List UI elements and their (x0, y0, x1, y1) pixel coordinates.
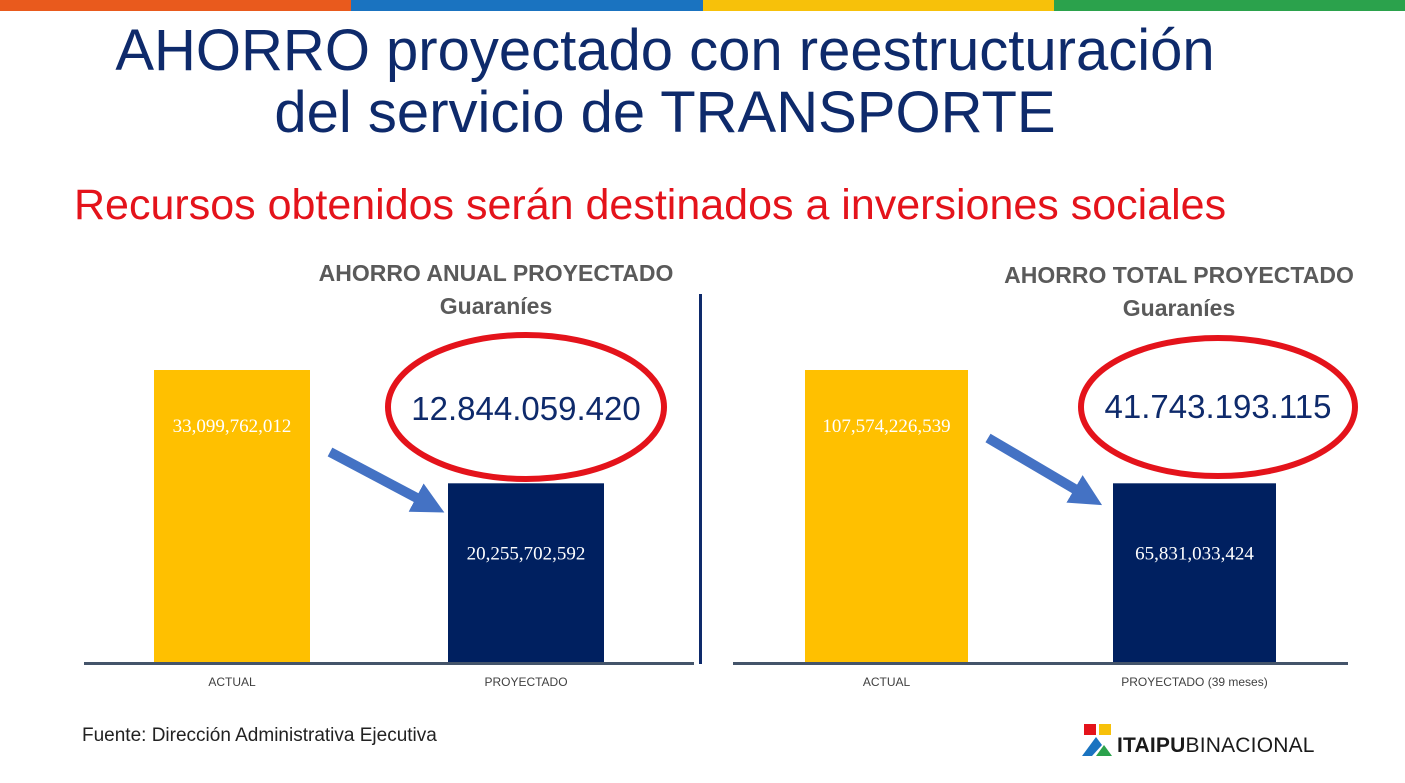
page-subtitle: Recursos obtenidos serán destinados a in… (74, 181, 1227, 229)
chart2-value-label-actual: 107,574,226,539 (822, 416, 950, 437)
chart2-value-label-projected: 65,831,033,424 (1135, 543, 1254, 564)
chart1-value-label-actual: 33,099,762,012 (173, 416, 292, 437)
chart1-title-block: AHORRO ANUAL PROYECTADO Guaraníes (300, 257, 692, 323)
chart2-category-label-projected: PROYECTADO (39 meses) (1121, 675, 1267, 689)
chart1-arrow-icon (327, 447, 445, 513)
chart-divider (699, 294, 702, 664)
chart1-value-label-projected: 20,255,702,592 (467, 543, 586, 564)
chart2-title: AHORRO TOTAL PROYECTADO (1004, 262, 1354, 288)
chart2-arrow-icon (985, 433, 1103, 506)
chart2-highlight-circle (1078, 335, 1358, 479)
chart2-savings-value: 41.743.193.115 (1105, 388, 1332, 425)
top-bar-green (1053, 0, 1405, 11)
chart2-bar-actual (805, 370, 968, 662)
chart2-subtitle: Guaraníes (1122, 295, 1236, 321)
itaipu-logo-icon (1082, 724, 1112, 756)
top-bar-blue (351, 0, 703, 11)
chart1-bar-projected (448, 483, 604, 662)
chart1-savings-value: 12.844.059.420 (411, 390, 640, 427)
chart1-highlight-circle (385, 332, 667, 482)
top-bar-orange (0, 0, 352, 11)
logo-text-rest: BINACIONAL (1185, 734, 1315, 757)
chart2-bar-projected (1113, 483, 1276, 662)
chart2-category-label-actual: ACTUAL (863, 675, 911, 689)
page-title-line2: del servicio de TRANSPORTE (274, 80, 1056, 145)
page-title: AHORRO proyectado con reestructuración d… (0, 20, 1330, 144)
itaipu-logo-text: ITAIPUBINACIONAL (1117, 734, 1315, 758)
chart1-bar-actual (154, 370, 310, 662)
page-title-line1: AHORRO proyectado con reestructuración (115, 18, 1215, 83)
chart1-subtitle: Guaraníes (439, 293, 553, 319)
chart1-title: AHORRO ANUAL PROYECTADO (318, 260, 674, 286)
top-color-bar (0, 0, 1405, 11)
chart1-category-label-projected: PROYECTADO (484, 675, 567, 689)
chart2-title-block: AHORRO TOTAL PROYECTADO Guaraníes (985, 259, 1373, 325)
logo-text-bold: ITAIPU (1117, 734, 1186, 757)
top-bar-yellow (702, 0, 1054, 11)
chart1-category-label-actual: ACTUAL (208, 675, 256, 689)
source-note: Fuente: Dirección Administrativa Ejecuti… (82, 725, 437, 746)
